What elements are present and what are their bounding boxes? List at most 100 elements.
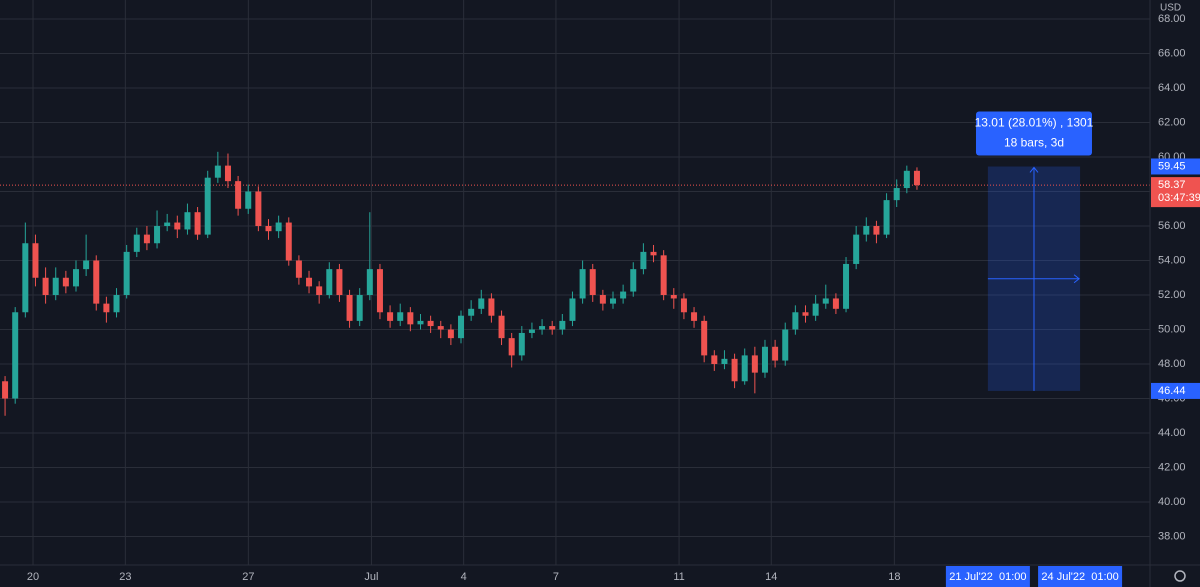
candle-body [265, 226, 272, 232]
candle-body [731, 358, 738, 382]
candle-body [72, 269, 79, 287]
candle-body [295, 260, 302, 278]
candle-body [640, 251, 647, 270]
candle-body [133, 234, 140, 252]
y-tick-label: 68.00 [1158, 13, 1186, 25]
price-label: 46.44 [1158, 385, 1186, 397]
y-tick-label: 52.00 [1158, 289, 1186, 301]
last-price-label: 58.37 [1158, 179, 1186, 191]
candle-body [356, 295, 363, 321]
candle-body [143, 234, 150, 244]
candle-body [599, 295, 606, 304]
candle-body [285, 222, 292, 261]
candle-body [579, 269, 586, 299]
x-tick-label: Jul [364, 571, 378, 583]
x-tick-label: 7 [553, 571, 559, 583]
candle-body [488, 298, 495, 316]
currency: USD [1160, 3, 1181, 14]
candle-body [224, 165, 231, 182]
candle-body [458, 315, 465, 339]
candle-body [52, 277, 59, 296]
candle-body [802, 312, 809, 316]
candle-body [589, 269, 596, 296]
candle-body [741, 355, 748, 382]
x-tick-label: 11 [673, 571, 684, 583]
candle-body [316, 286, 323, 296]
candle-body [539, 326, 546, 330]
candle-body [437, 326, 444, 330]
candle-body [822, 298, 829, 304]
candle-body [832, 298, 839, 309]
candle-body [812, 303, 819, 316]
candle-body [883, 200, 890, 235]
candle-body [22, 243, 29, 313]
x-tick-label: 14 [765, 571, 777, 583]
price-label-box [1151, 382, 1200, 399]
candle-body [680, 298, 687, 313]
candle-body [214, 165, 221, 178]
candle-body [549, 326, 556, 330]
candle-body [508, 338, 515, 356]
candle-body [630, 269, 637, 292]
countdown: 03:47:39 [1158, 192, 1200, 204]
candle-body [366, 269, 373, 296]
y-tick-label: 44.00 [1158, 427, 1186, 439]
candle-body [174, 222, 181, 230]
x-tick-label: 27 [242, 571, 254, 583]
candle-body [62, 277, 69, 287]
time-axis [0, 565, 1200, 587]
candle-body [407, 312, 414, 325]
candle-body [528, 329, 535, 333]
time-label-box [1038, 566, 1123, 587]
x-tick-label: 23 [119, 571, 131, 583]
candle-body [772, 346, 779, 361]
candle-body [397, 312, 404, 321]
candle-body [32, 243, 39, 278]
measure-arrow-head [1029, 166, 1039, 173]
candle-body [863, 226, 870, 235]
candle-body [701, 320, 708, 356]
candle-body [306, 277, 313, 287]
candle-body [721, 358, 728, 365]
candle-body [761, 346, 768, 373]
candle-body [326, 269, 333, 296]
x-tick-label: 20 [27, 571, 39, 583]
candle-body [468, 308, 475, 316]
candle-body [478, 298, 485, 309]
candle-body [103, 303, 110, 313]
y-tick-label: 56.00 [1158, 220, 1186, 232]
candle-body [873, 226, 880, 235]
candle-body [417, 320, 424, 325]
candle-body [376, 269, 383, 313]
candle-body [336, 269, 343, 296]
candle-body [427, 320, 434, 327]
y-tick-label: 50.00 [1158, 323, 1186, 335]
candle-body [650, 251, 657, 256]
candle-body [194, 212, 201, 235]
candle-body [113, 295, 120, 313]
candle-body [751, 355, 758, 373]
y-tick-label: 64.00 [1158, 82, 1186, 94]
candle-body [620, 291, 627, 299]
candle-body [235, 181, 242, 209]
candle-body [518, 332, 525, 356]
candle-body [711, 355, 718, 365]
candle-body [691, 312, 698, 321]
price-label: 59.45 [1158, 160, 1186, 172]
candle-body [853, 234, 860, 264]
candle-body [792, 312, 799, 330]
time-label: 21 Jul'22 01:00 [949, 571, 1026, 583]
y-tick-label: 40.00 [1158, 496, 1186, 508]
candle-body [670, 295, 677, 299]
candle-body [255, 191, 262, 226]
x-tick-label: 4 [461, 571, 467, 583]
candle-body [164, 222, 171, 226]
settings-icon [1174, 570, 1186, 582]
candle-body [498, 315, 505, 339]
candle-body [42, 277, 49, 296]
time-label-box [945, 566, 1030, 587]
price-axis [1150, 0, 1200, 587]
y-tick-label: 42.00 [1158, 461, 1186, 473]
y-tick-label: 38.00 [1158, 530, 1186, 542]
x-tick-label: 18 [888, 571, 900, 583]
